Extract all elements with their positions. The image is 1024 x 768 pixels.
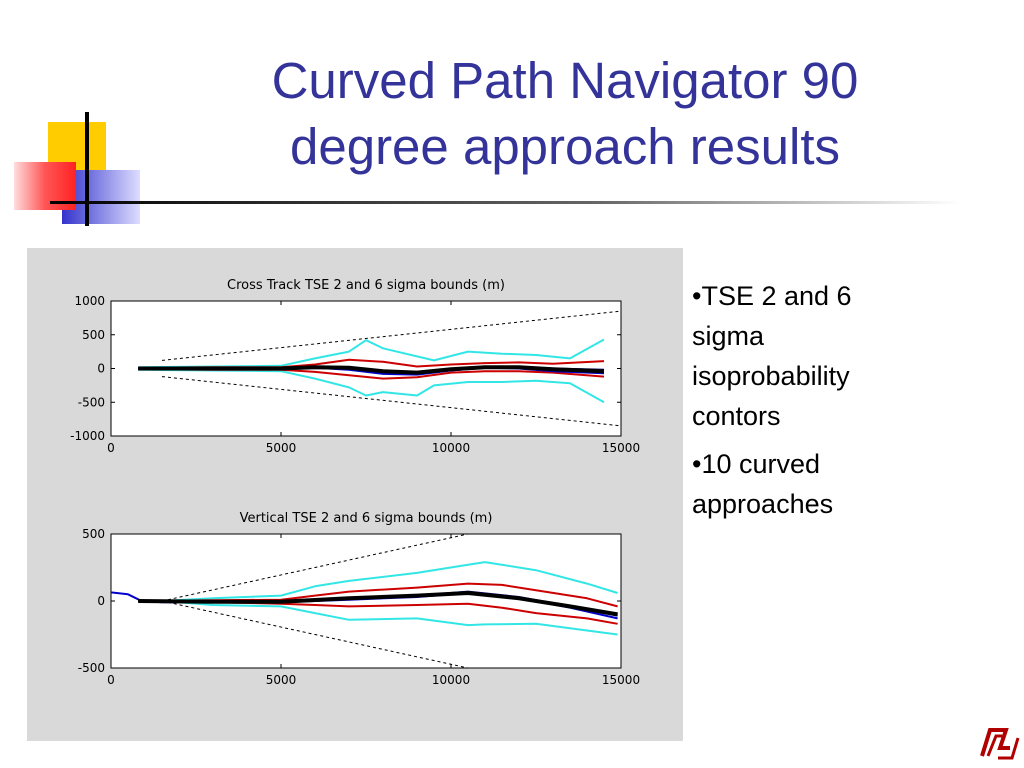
series-line-2	[138, 561, 618, 602]
slide-title: Curved Path Navigator 90 degree approach…	[150, 48, 980, 180]
series-line-2	[138, 338, 605, 369]
x-tick-label: 10000	[432, 673, 470, 687]
title-line-1: Curved Path Navigator 90	[271, 52, 859, 109]
title-line-2: degree approach results	[289, 118, 841, 175]
x-tick-label: 5000	[266, 673, 297, 687]
deco-vertical-line	[85, 112, 89, 226]
x-tick-label: 15000	[602, 441, 640, 455]
bullet-item-2: •10 curved approaches	[692, 449, 834, 519]
bullet-list: •TSE 2 and 6 sigma isoprobability contor…	[692, 276, 1012, 532]
y-tick-label: 500	[82, 527, 105, 541]
y-tick-label: 500	[82, 328, 105, 342]
y-tick-label: -500	[78, 661, 105, 675]
x-tick-label: 0	[107, 673, 115, 687]
bullet-item-1: •TSE 2 and 6 sigma isoprobability contor…	[692, 281, 852, 431]
matlab-figure: 0 5000 10000 15000 1000 500 0 -500 -1000 Cross Tr…	[27, 248, 683, 741]
y-tick-label: -1000	[70, 429, 105, 443]
series-line-8	[138, 591, 618, 617]
series-line-1	[161, 600, 469, 668]
chart-title: Cross Track TSE 2 and 6 sigma bounds (m)	[227, 278, 505, 293]
deco-horizontal-line	[50, 201, 960, 204]
x-tick-label: 15000	[602, 673, 640, 687]
university-logo-icon	[976, 722, 1020, 764]
y-tick-label: 0	[97, 594, 105, 608]
chart-title: Vertical TSE 2 and 6 sigma bounds (m)	[240, 511, 493, 526]
y-tick-label: 0	[97, 362, 105, 376]
y-tick-label: -500	[78, 395, 105, 409]
x-tick-label: 5000	[266, 441, 297, 455]
title-decoration	[14, 112, 960, 226]
series-line-3	[138, 600, 618, 636]
x-tick-label: 10000	[432, 441, 470, 455]
series-line-3	[138, 368, 605, 404]
x-tick-label: 0	[107, 441, 115, 455]
series-line-0	[161, 534, 469, 602]
series-line-1	[161, 376, 621, 427]
series-line-0	[161, 310, 621, 361]
y-tick-label: 1000	[74, 294, 105, 308]
series-line-8	[138, 365, 605, 375]
